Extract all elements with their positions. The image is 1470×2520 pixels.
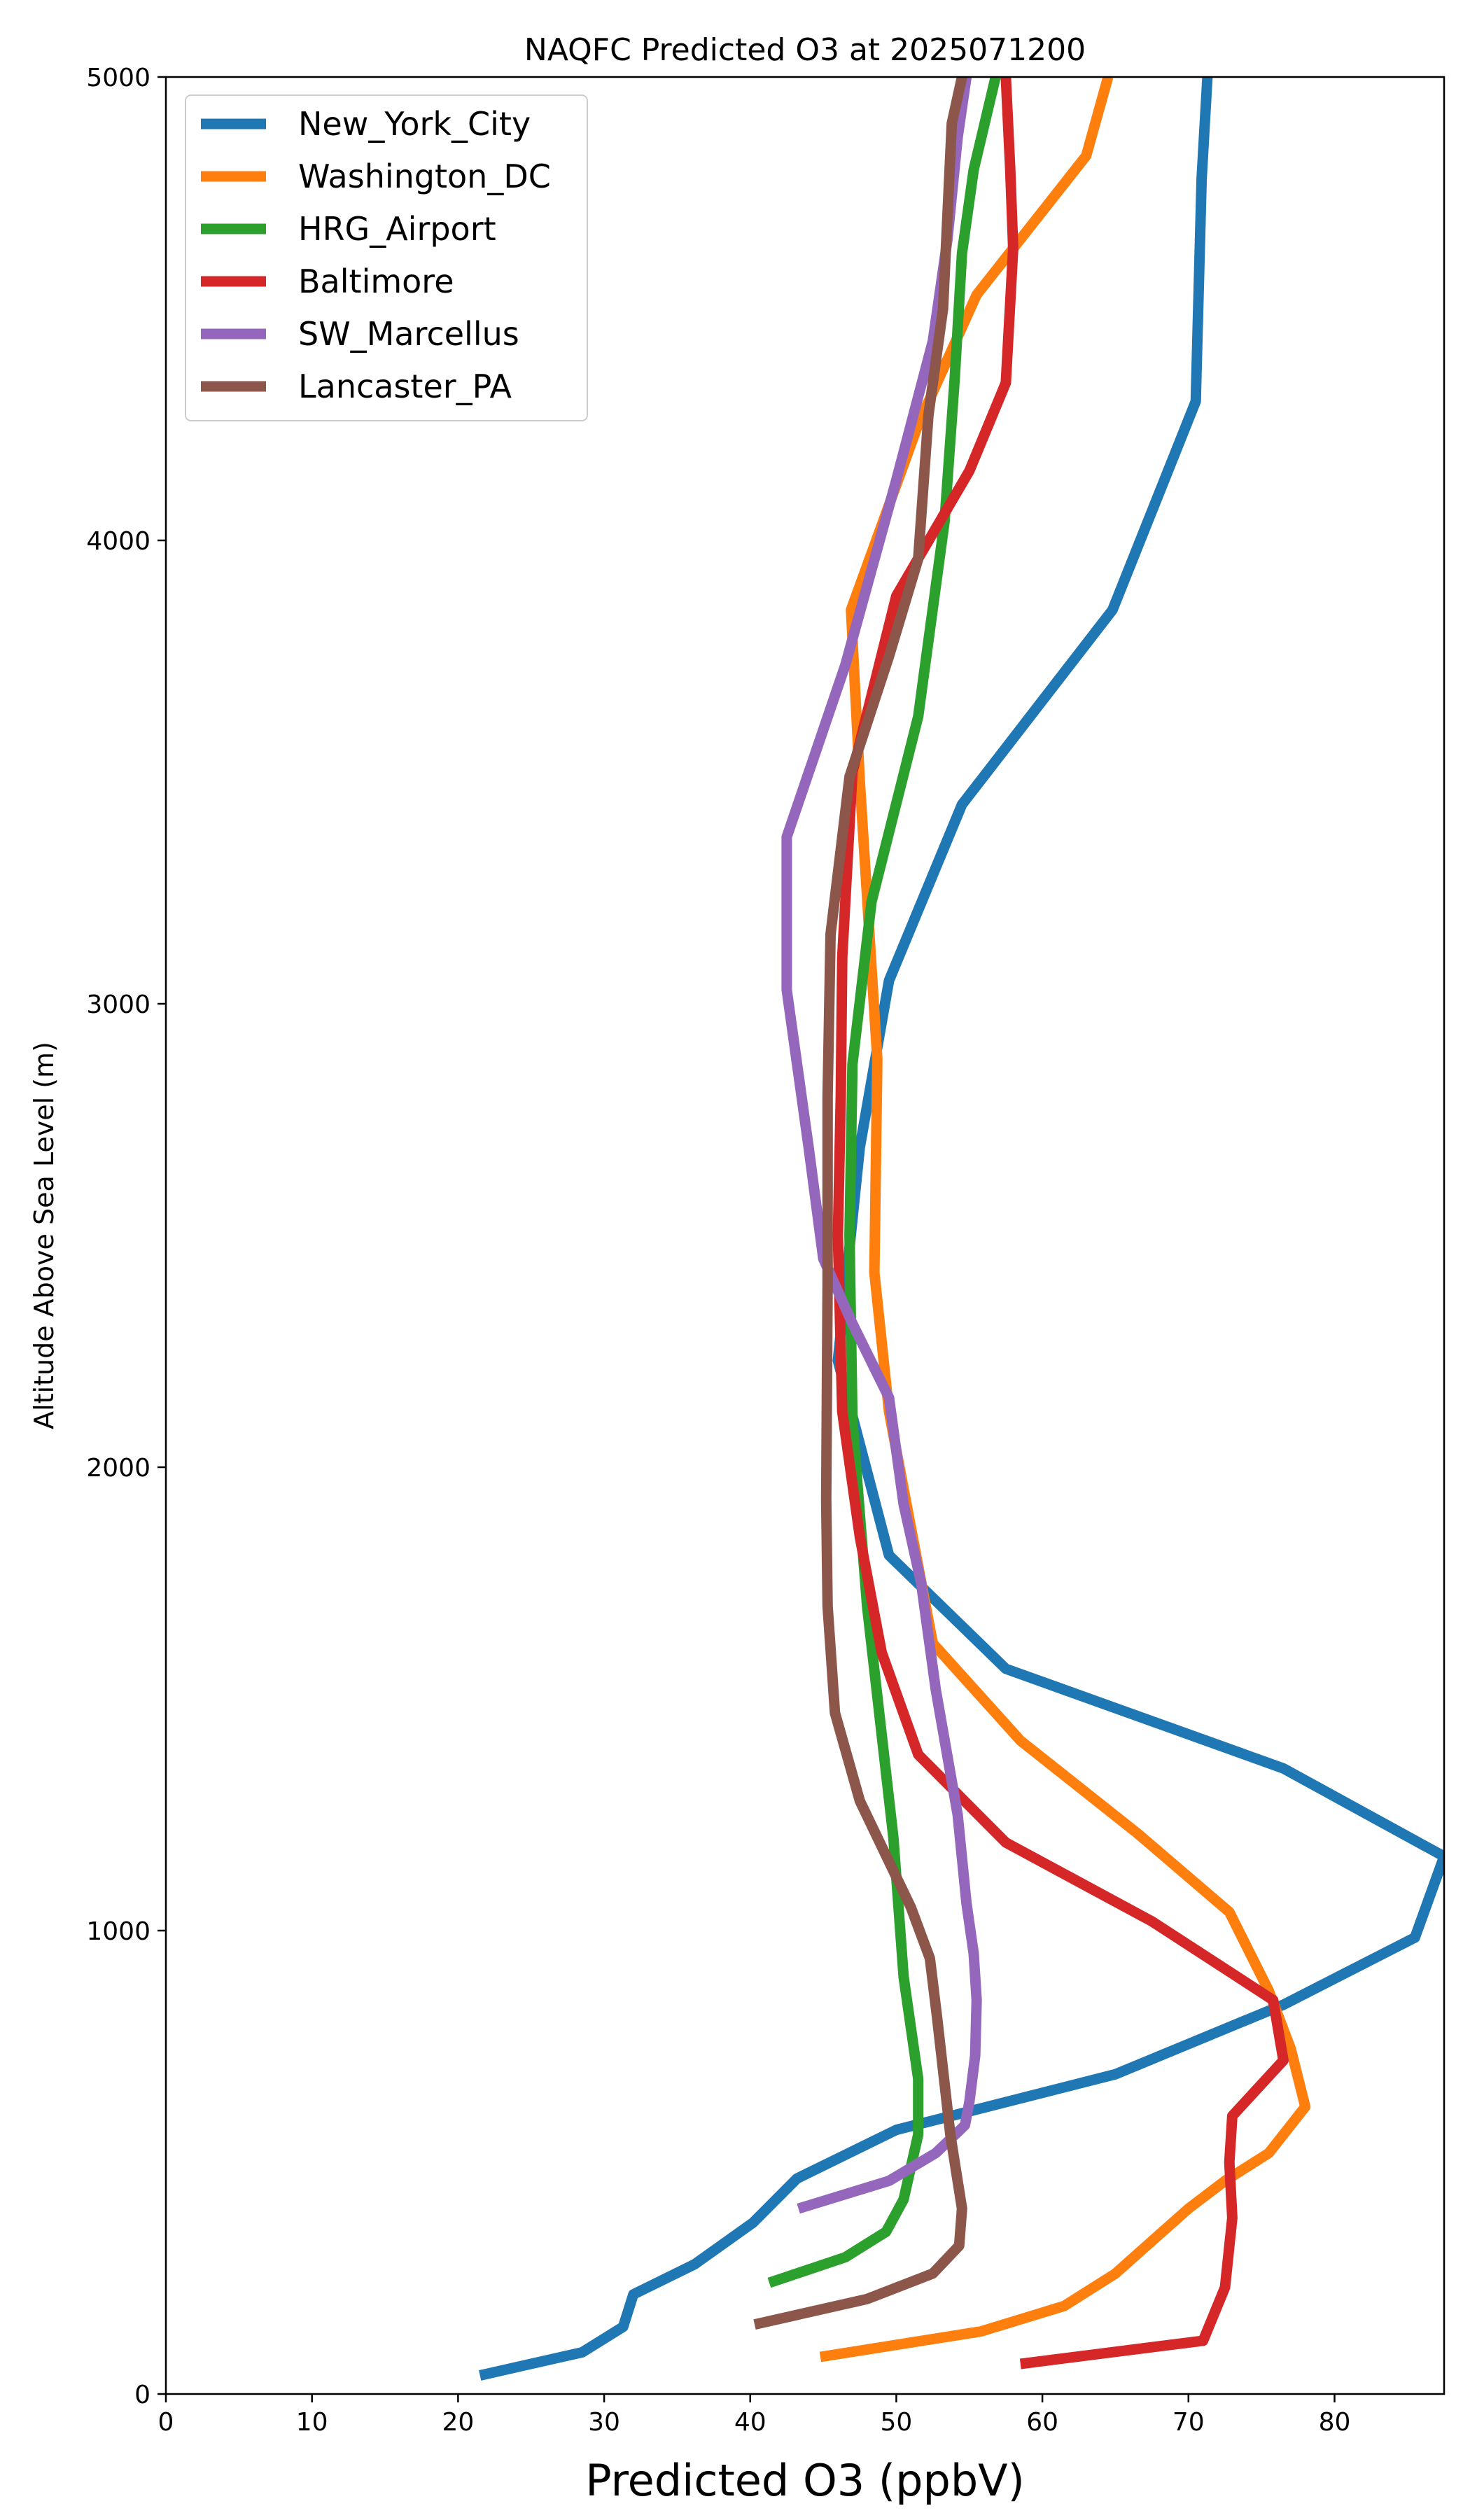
x-tick-label: 50 bbox=[881, 2408, 913, 2437]
series-line-new-york-city bbox=[479, 77, 1444, 2381]
series-layer bbox=[479, 77, 1444, 2381]
x-tick-label: 20 bbox=[442, 2408, 474, 2437]
y-tick-label: 0 bbox=[134, 2381, 150, 2409]
y-axis-label: Altitude Above Sea Level (m) bbox=[29, 1042, 59, 1429]
y-tick-label: 5000 bbox=[86, 64, 150, 92]
series-line-lancaster-pa bbox=[753, 77, 967, 2330]
series-line-washington-dc bbox=[819, 77, 1311, 2362]
legend-label-washington-dc: Washington_DC bbox=[298, 158, 551, 195]
legend-label-sw-marcellus: SW_Marcellus bbox=[298, 315, 519, 353]
legend-box bbox=[185, 94, 588, 421]
legend-label-lancaster-pa: Lancaster_PA bbox=[298, 368, 512, 405]
chart-title: NAQFC Predicted O3 at 2025071200 bbox=[524, 32, 1086, 68]
legend-label-hrg-airport: HRG_Airport bbox=[298, 210, 496, 248]
x-tick-label: 10 bbox=[296, 2408, 328, 2437]
legend-label-new-york-city: New_York_City bbox=[298, 105, 531, 143]
x-tick-label: 30 bbox=[588, 2408, 620, 2437]
y-axis: 0 1000 2000 3000 4000 5000 bbox=[86, 64, 166, 2409]
y-tick-label: 1000 bbox=[86, 1917, 150, 1946]
y-tick-label: 4000 bbox=[86, 527, 150, 556]
x-tick-label: 40 bbox=[734, 2408, 766, 2437]
x-axis: 0 10 20 30 40 50 60 70 80 bbox=[158, 2394, 1351, 2437]
y-tick-label: 2000 bbox=[86, 1454, 150, 1483]
series-line-hrg-airport bbox=[767, 77, 1001, 2288]
x-axis-label: Predicted O3 (ppbV) bbox=[585, 2455, 1025, 2506]
series-line-baltimore bbox=[832, 77, 1289, 2370]
legend: New_York_City Washington_DC HRG_Airport Bal… bbox=[185, 94, 588, 421]
x-tick-label: 70 bbox=[1172, 2408, 1205, 2437]
x-tick-label: 80 bbox=[1319, 2408, 1351, 2437]
series-line-sw-marcellus bbox=[781, 77, 982, 2214]
legend-label-baltimore: Baltimore bbox=[298, 262, 454, 300]
y-tick-label: 3000 bbox=[86, 990, 150, 1019]
x-tick-label: 60 bbox=[1026, 2408, 1058, 2437]
plot-frame bbox=[164, 76, 1446, 2395]
x-tick-label: 0 bbox=[158, 2408, 174, 2437]
